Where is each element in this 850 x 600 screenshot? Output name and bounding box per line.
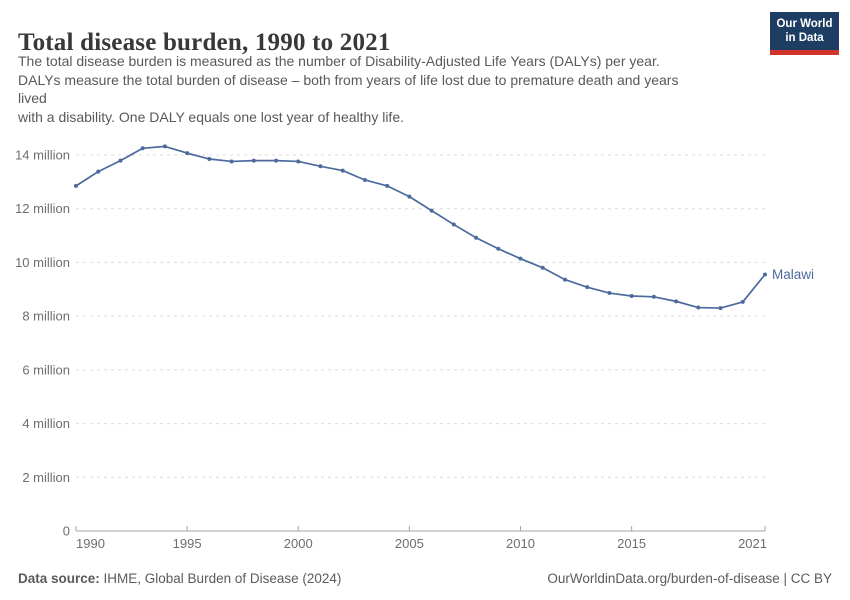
svg-text:2 million: 2 million [22, 470, 70, 485]
subtitle-line: DALYs measure the total burden of diseas… [18, 71, 679, 88]
chart-footer: Data source: IHME, Global Burden of Dise… [18, 571, 832, 586]
svg-text:2005: 2005 [395, 536, 424, 551]
svg-text:12 million: 12 million [15, 201, 70, 216]
owid-logo-text: Our World in Data [770, 12, 839, 50]
svg-text:8 million: 8 million [22, 309, 70, 324]
subtitle-line: with a disability. One DALY equals one l… [18, 108, 404, 125]
svg-text:14 million: 14 million [15, 148, 70, 163]
owid-logo-red-bar [770, 50, 839, 55]
svg-text:2010: 2010 [506, 536, 535, 551]
owid-logo[interactable]: Our World in Data [770, 12, 839, 55]
svg-text:10 million: 10 million [15, 255, 70, 270]
series-label-malawi[interactable]: Malawi [772, 267, 814, 282]
series-line-malawi[interactable] [74, 144, 767, 311]
svg-text:4 million: 4 million [22, 416, 70, 431]
svg-text:2000: 2000 [284, 536, 313, 551]
chart-subtitle: The total disease burden is measured as … [18, 52, 763, 126]
owid-credit-link[interactable]: OurWorldinData.org/burden-of-disease | C… [547, 571, 832, 586]
svg-text:6 million: 6 million [22, 362, 70, 377]
x-axis: 1990 1995 2000 2005 2010 2015 2021 [75, 526, 767, 551]
svg-text:1990: 1990 [76, 536, 105, 551]
chart-canvas[interactable]: 0 2 million 4 million 6 million 8 million 10 … [0, 135, 850, 565]
chart-title: Total disease burden, 1990 to 2021 [18, 28, 391, 56]
grid-lines [76, 154, 768, 478]
subtitle-line: lived [18, 90, 47, 106]
data-source-text: IHME, Global Burden of Disease (2024) [99, 571, 342, 586]
data-source-label: Data source: [18, 571, 100, 586]
svg-text:0: 0 [63, 524, 70, 539]
svg-text:2015: 2015 [617, 536, 646, 551]
data-source-note: Data source: IHME, Global Burden of Dise… [18, 571, 341, 586]
svg-text:2021: 2021 [738, 536, 767, 551]
y-axis-labels: 0 2 million 4 million 6 million 8 million 10 … [15, 148, 70, 539]
subtitle-line: The total disease burden is measured as … [18, 53, 660, 69]
svg-text:1995: 1995 [173, 536, 202, 551]
